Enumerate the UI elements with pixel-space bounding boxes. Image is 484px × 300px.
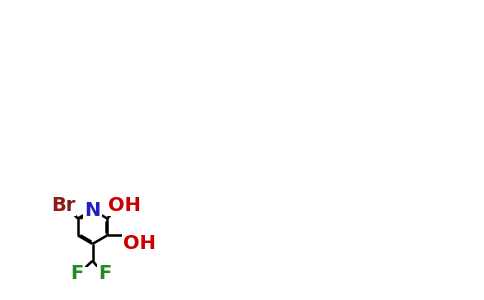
Text: Br: Br — [51, 196, 76, 215]
Text: F: F — [98, 264, 111, 283]
Text: OH: OH — [107, 196, 140, 215]
Text: N: N — [84, 200, 101, 220]
Text: F: F — [71, 264, 84, 283]
Text: OH: OH — [123, 234, 156, 253]
